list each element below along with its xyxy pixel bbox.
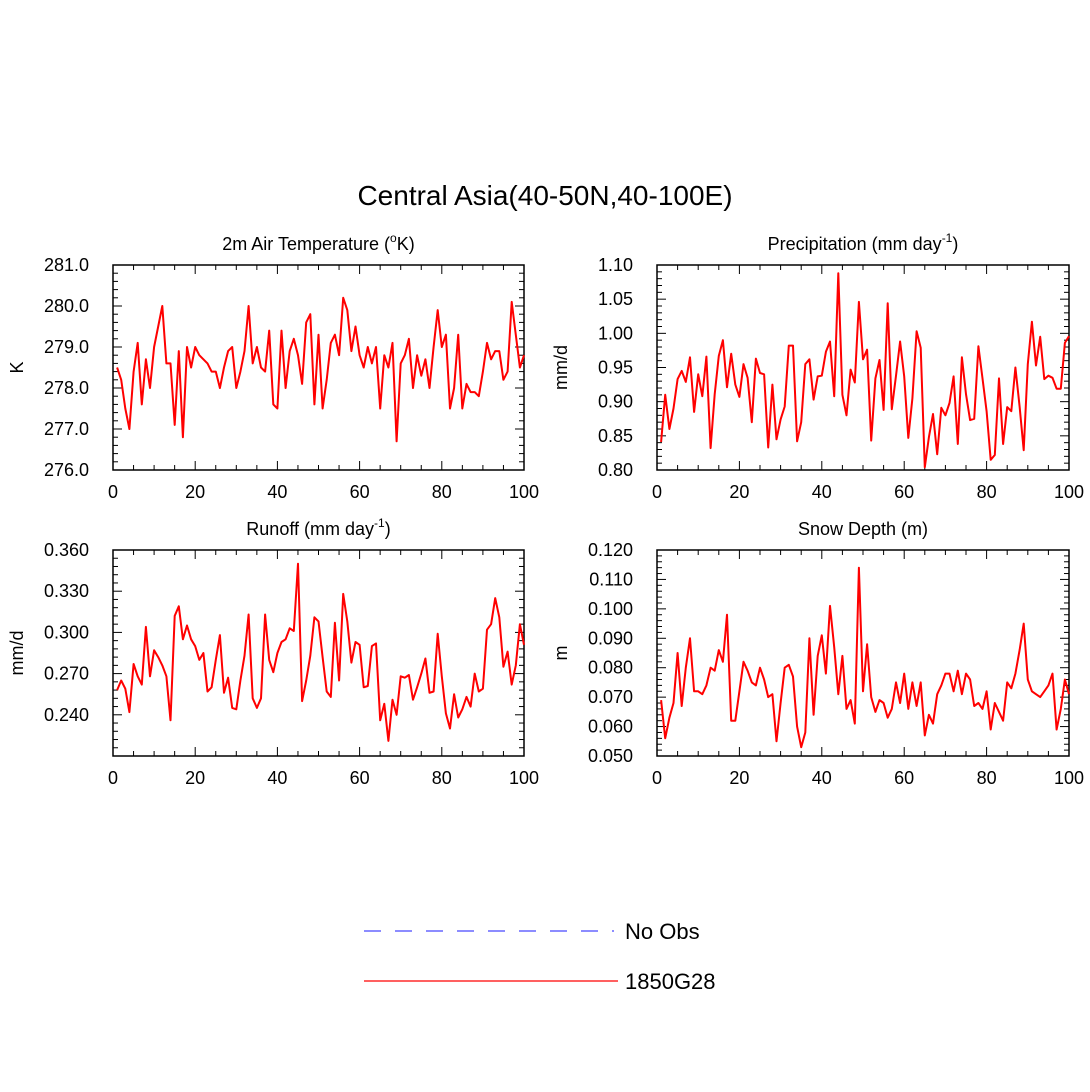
series-line-1850g28 bbox=[660, 566, 1070, 749]
y-axis-label: mm/d bbox=[551, 345, 571, 390]
x-tick-label-80: 80 bbox=[432, 768, 452, 788]
x-tick-label-40: 40 bbox=[267, 768, 287, 788]
y-axis-label: mm/d bbox=[7, 631, 27, 676]
x-tick-label-20: 20 bbox=[729, 768, 749, 788]
x-tick-label-60: 60 bbox=[894, 768, 914, 788]
panel-title: Runoff (mm day-1) bbox=[246, 516, 390, 539]
x-tick-label-40: 40 bbox=[812, 768, 832, 788]
y-tick-label-0-060: 0.060 bbox=[588, 717, 633, 737]
y-tick-label-1-05: 1.05 bbox=[598, 289, 633, 309]
x-tick-label-40: 40 bbox=[267, 482, 287, 502]
x-tick-label-20: 20 bbox=[185, 482, 205, 502]
y-tick-label-281-0: 281.0 bbox=[44, 255, 89, 275]
panel-title-tail: ) bbox=[385, 519, 391, 539]
y-tick-label-0-95: 0.95 bbox=[598, 358, 633, 378]
panel-title: Precipitation (mm day-1) bbox=[768, 231, 959, 254]
panel-3: Runoff (mm day-1) mm/d 0 20 40 60 80 100 0.240 0.… bbox=[7, 516, 539, 788]
panel-title: Snow Depth (m) bbox=[798, 519, 928, 539]
x-tick-label-60: 60 bbox=[350, 482, 370, 502]
panel-title-superscript: o bbox=[390, 231, 397, 245]
x-tick-label-60: 60 bbox=[350, 768, 370, 788]
legend-1850g28-label: 1850G28 bbox=[625, 969, 716, 994]
plot-frame bbox=[112, 549, 525, 757]
y-tick-label-0-330: 0.330 bbox=[44, 581, 89, 601]
panel-title: 2m Air Temperature (oK) bbox=[222, 231, 414, 254]
plot-frame bbox=[112, 264, 525, 471]
y-tick-label-0-300: 0.300 bbox=[44, 622, 89, 642]
x-tick-label-100: 100 bbox=[1054, 482, 1084, 502]
x-tick-label-0: 0 bbox=[652, 768, 662, 788]
x-tick-label-0: 0 bbox=[652, 482, 662, 502]
y-tick-label-0-100: 0.100 bbox=[588, 599, 633, 619]
y-tick-label-0-80: 0.80 bbox=[598, 460, 633, 480]
series-line-1850g28 bbox=[116, 296, 525, 443]
y-tick-label-0-050: 0.050 bbox=[588, 746, 633, 766]
panels: 2m Air Temperature (oK) K 0 20 40 60 80 100 276.… bbox=[7, 231, 1084, 788]
panel-title-text: Precipitation (mm day bbox=[768, 234, 942, 254]
panel-title-text: 2m Air Temperature ( bbox=[222, 234, 390, 254]
y-tick-label-1-00: 1.00 bbox=[598, 323, 633, 343]
y-tick-label-0-110: 0.110 bbox=[589, 569, 633, 589]
y-tick-label-278-0: 278.0 bbox=[44, 378, 89, 398]
x-tick-label-40: 40 bbox=[812, 482, 832, 502]
x-tick-label-0: 0 bbox=[108, 768, 118, 788]
y-axis-label: K bbox=[7, 361, 27, 373]
panel-title-tail: K) bbox=[397, 234, 415, 254]
panel-title-text: Snow Depth (m) bbox=[798, 519, 928, 539]
x-tick-label-80: 80 bbox=[977, 768, 997, 788]
plot-frame bbox=[656, 264, 1070, 471]
y-tick-label-0-090: 0.090 bbox=[588, 628, 633, 648]
panel-title-text: Runoff (mm day bbox=[246, 519, 374, 539]
panel-2: Precipitation (mm day-1) mm/d 0 20 40 60 80 100… bbox=[551, 231, 1084, 502]
x-tick-label-60: 60 bbox=[894, 482, 914, 502]
y-tick-label-1-10: 1.10 bbox=[598, 255, 633, 275]
panel-title-tail: ) bbox=[952, 234, 958, 254]
x-tick-label-100: 100 bbox=[509, 768, 539, 788]
y-tick-label-0-360: 0.360 bbox=[44, 540, 89, 560]
x-tick-label-20: 20 bbox=[185, 768, 205, 788]
x-tick-label-80: 80 bbox=[432, 482, 452, 502]
figure-title: Central Asia(40-50N,40-100E) bbox=[357, 180, 732, 211]
x-tick-label-0: 0 bbox=[108, 482, 118, 502]
y-tick-label-0-270: 0.270 bbox=[44, 664, 89, 684]
x-tick-label-100: 100 bbox=[1054, 768, 1084, 788]
y-tick-label-0-070: 0.070 bbox=[588, 687, 633, 707]
panel-title-superscript: -1 bbox=[374, 516, 385, 530]
legend-no-obs-label: No Obs bbox=[625, 919, 700, 944]
y-tick-label-0-90: 0.90 bbox=[598, 392, 633, 412]
panel-4: Snow Depth (m) m 0 20 40 60 80 100 0.050 0.060 0.0… bbox=[551, 519, 1084, 788]
y-tick-label-280-0: 280.0 bbox=[44, 296, 89, 316]
y-tick-label-0-240: 0.240 bbox=[44, 705, 89, 725]
panel-1: 2m Air Temperature (oK) K 0 20 40 60 80 100 276.… bbox=[7, 231, 539, 502]
y-tick-label-0-080: 0.080 bbox=[588, 658, 633, 678]
x-tick-label-100: 100 bbox=[509, 482, 539, 502]
y-tick-label-276-0: 276.0 bbox=[44, 460, 89, 480]
y-tick-label-0-120: 0.120 bbox=[588, 540, 633, 560]
series-line-1850g28 bbox=[660, 272, 1070, 469]
legend: No Obs 1850G28 bbox=[364, 919, 716, 994]
y-tick-label-0-85: 0.85 bbox=[598, 426, 633, 446]
y-tick-label-279-0: 279.0 bbox=[44, 337, 89, 357]
x-tick-label-80: 80 bbox=[977, 482, 997, 502]
series-line-1850g28 bbox=[116, 562, 525, 742]
panel-title-superscript: -1 bbox=[942, 231, 953, 245]
y-axis-label: m bbox=[551, 646, 571, 661]
y-tick-label-277-0: 277.0 bbox=[44, 419, 89, 439]
x-tick-label-20: 20 bbox=[729, 482, 749, 502]
